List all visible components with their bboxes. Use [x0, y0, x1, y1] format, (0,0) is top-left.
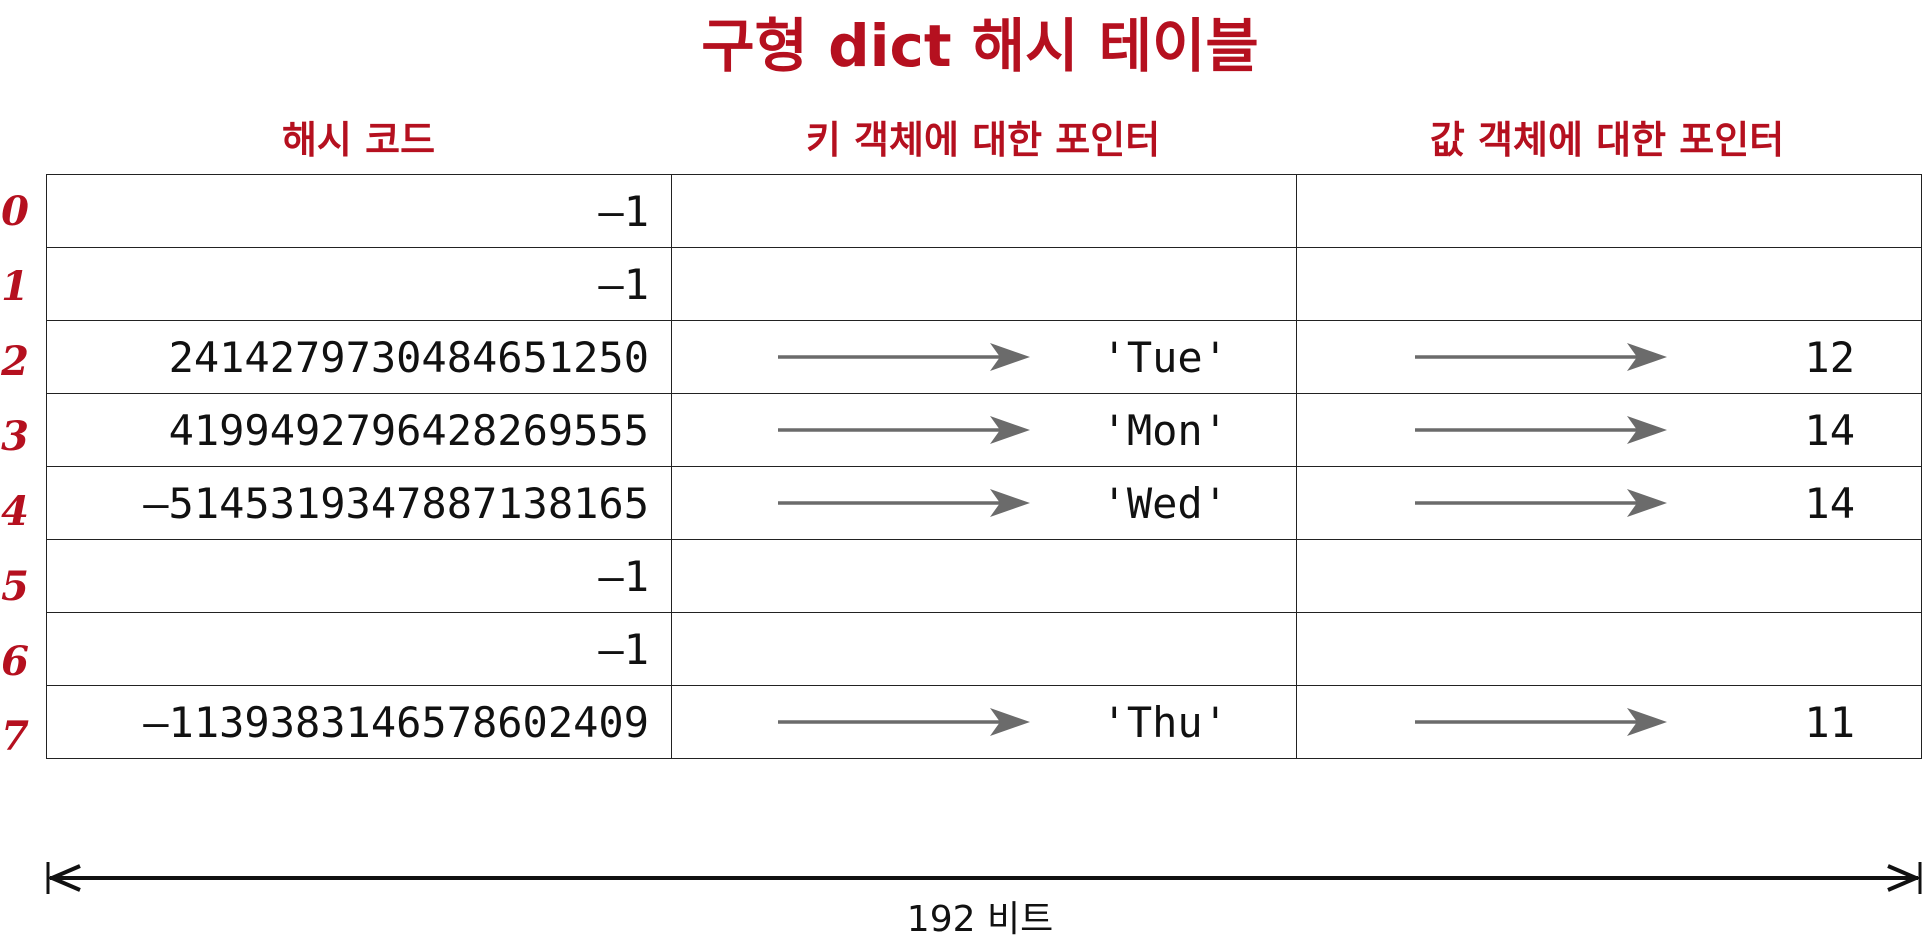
table-row: –1: [47, 175, 1922, 248]
key-object-text: 'Mon': [1102, 394, 1228, 466]
table-row: –5145319347887138165 'Wed' 14: [47, 467, 1922, 540]
value-pointer-cell: [1297, 613, 1922, 686]
header-value-pointer: 값 객체에 대한 포인터: [1295, 112, 1919, 168]
key-pointer-cell: [672, 613, 1297, 686]
diagram-title: 구형 dict 해시 테이블: [0, 6, 1922, 86]
key-pointer-cell: [672, 540, 1297, 613]
row-index: 6: [0, 638, 30, 685]
right-arrow-icon: [1415, 394, 1667, 466]
row-index: 4: [0, 488, 30, 535]
table-row: –1: [47, 613, 1922, 686]
hash-code-cell: 4199492796428269555: [47, 394, 672, 467]
value-pointer-cell: 12: [1297, 321, 1922, 394]
header-hash-code: 해시 코드: [46, 112, 671, 168]
row-index: 5: [0, 563, 30, 610]
key-pointer-cell: 'Tue': [672, 321, 1297, 394]
key-object-text: 'Wed': [1102, 467, 1228, 539]
row-index: 1: [0, 263, 30, 310]
value-object-text: 14: [1804, 467, 1855, 539]
key-object-text: 'Tue': [1102, 321, 1228, 393]
value-pointer-cell: 14: [1297, 394, 1922, 467]
table-row: 2414279730484651250 'Tue' 12: [47, 321, 1922, 394]
table-row: –1: [47, 248, 1922, 321]
right-arrow-icon: [1415, 686, 1667, 758]
hash-table: –1 –1 2414279730484651250 'Tue' 12 4199492796…: [46, 174, 1922, 759]
value-pointer-cell: [1297, 540, 1922, 613]
hash-code-cell: –1: [47, 540, 672, 613]
value-object-text: 11: [1804, 686, 1855, 758]
hash-code-cell: –5145319347887138165: [47, 467, 672, 540]
hash-code-cell: –1: [47, 613, 672, 686]
row-index: 7: [0, 713, 30, 760]
key-pointer-cell: [672, 248, 1297, 321]
right-arrow-icon: [778, 467, 1030, 539]
table-row: –1139383146578602409 'Thu' 11: [47, 686, 1922, 759]
key-pointer-cell: 'Thu': [672, 686, 1297, 759]
right-arrow-icon: [778, 686, 1030, 758]
right-arrow-icon: [1415, 467, 1667, 539]
hash-code-cell: –1139383146578602409: [47, 686, 672, 759]
key-pointer-cell: 'Wed': [672, 467, 1297, 540]
dimension-label: 192 비트: [0, 895, 1922, 945]
row-index: 0: [0, 188, 30, 235]
key-pointer-cell: [672, 175, 1297, 248]
hash-code-cell: –1: [47, 175, 672, 248]
value-pointer-cell: [1297, 248, 1922, 321]
header-key-pointer: 키 객체에 대한 포인터: [671, 112, 1295, 168]
key-object-text: 'Thu': [1102, 686, 1228, 758]
hash-code-cell: –1: [47, 248, 672, 321]
right-arrow-icon: [1415, 321, 1667, 393]
dimension-arrow-icon: [46, 858, 1922, 898]
value-object-text: 12: [1804, 321, 1855, 393]
hash-table-body: –1 –1 2414279730484651250 'Tue' 12 4199492796…: [47, 175, 1922, 759]
right-arrow-icon: [778, 321, 1030, 393]
value-pointer-cell: 11: [1297, 686, 1922, 759]
value-object-text: 14: [1804, 394, 1855, 466]
key-pointer-cell: 'Mon': [672, 394, 1297, 467]
value-pointer-cell: [1297, 175, 1922, 248]
table-row: 4199492796428269555 'Mon' 14: [47, 394, 1922, 467]
hash-code-cell: 2414279730484651250: [47, 321, 672, 394]
table-row: –1: [47, 540, 1922, 613]
value-pointer-cell: 14: [1297, 467, 1922, 540]
row-index: 3: [0, 413, 30, 460]
row-index: 2: [0, 338, 30, 385]
right-arrow-icon: [778, 394, 1030, 466]
